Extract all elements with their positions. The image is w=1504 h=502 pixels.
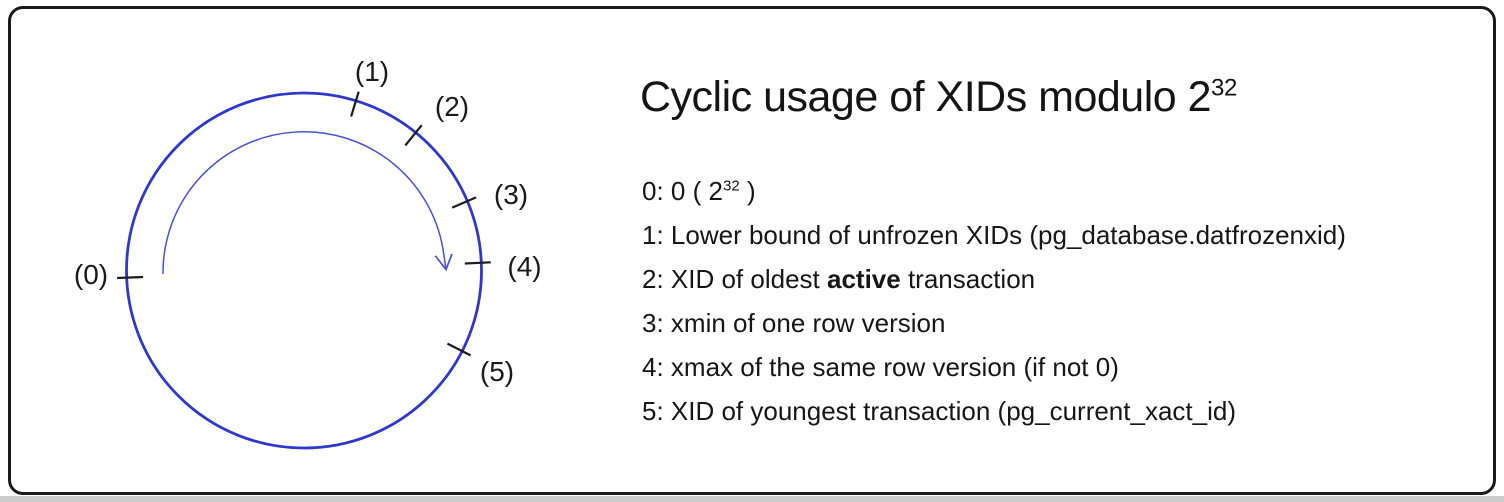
legend-item-2-text-end: transaction bbox=[900, 264, 1036, 294]
page-title-text: Cyclic usage of XIDs modulo 2 bbox=[640, 73, 1212, 121]
legend-item-0-text-end: ) bbox=[739, 176, 756, 206]
legend-item-5: 5: XID of youngest transaction (pg_curre… bbox=[642, 389, 1346, 433]
tick-label-1: (1) bbox=[355, 56, 389, 87]
tick-label-3: (3) bbox=[494, 179, 528, 210]
tick-label-0: (0) bbox=[74, 259, 108, 290]
legend-item-0: 0: 0 ( 232 ) bbox=[642, 169, 1346, 213]
tick-label-5: (5) bbox=[480, 356, 514, 387]
tick-label-4: (4) bbox=[507, 251, 541, 282]
tick-mark-5 bbox=[446, 342, 472, 357]
bottom-edge-strip bbox=[0, 496, 1504, 502]
tick-mark-0 bbox=[117, 275, 144, 280]
tick-mark-2 bbox=[404, 124, 423, 147]
tick-mark-4 bbox=[464, 261, 491, 265]
slide-border bbox=[8, 6, 1496, 495]
xid-circle bbox=[125, 91, 483, 450]
clockwise-arrowhead-icon bbox=[434, 253, 453, 272]
page-title-superscript: 32 bbox=[1211, 74, 1237, 102]
legend: 0: 0 ( 232 ) 1: Lower bound of unfrozen … bbox=[642, 169, 1346, 433]
tick-mark-3 bbox=[451, 196, 477, 209]
tick-mark-1 bbox=[350, 91, 360, 117]
legend-item-3-text: 3: xmin of one row version bbox=[642, 308, 946, 338]
legend-item-2-text: 2: XID of oldest bbox=[642, 264, 827, 294]
legend-item-2: 2: XID of oldest active transaction bbox=[642, 257, 1346, 301]
clockwise-arrow-arc bbox=[162, 131, 447, 275]
legend-item-0-text: 0: 0 ( 2 bbox=[642, 176, 723, 206]
legend-item-4: 4: xmax of the same row version (if not … bbox=[642, 345, 1346, 389]
legend-item-1-text: 1: Lower bound of unfrozen XIDs (pg_data… bbox=[642, 220, 1346, 250]
legend-item-4-text: 4: xmax of the same row version (if not … bbox=[642, 352, 1119, 382]
xid-cycle-diagram: (0) (1) (2) (3) (4) (5) bbox=[74, 56, 542, 450]
legend-item-2-bold-text: active bbox=[826, 264, 901, 294]
legend-item-3: 3: xmin of one row version bbox=[642, 301, 1346, 345]
page-title: Cyclic usage of XIDs modulo 232 bbox=[640, 76, 1237, 119]
legend-item-5-text: 5: XID of youngest transaction (pg_curre… bbox=[642, 396, 1236, 426]
legend-item-0-superscript: 32 bbox=[722, 177, 740, 195]
legend-item-1: 1: Lower bound of unfrozen XIDs (pg_data… bbox=[642, 213, 1346, 257]
tick-label-2: (2) bbox=[435, 91, 469, 122]
